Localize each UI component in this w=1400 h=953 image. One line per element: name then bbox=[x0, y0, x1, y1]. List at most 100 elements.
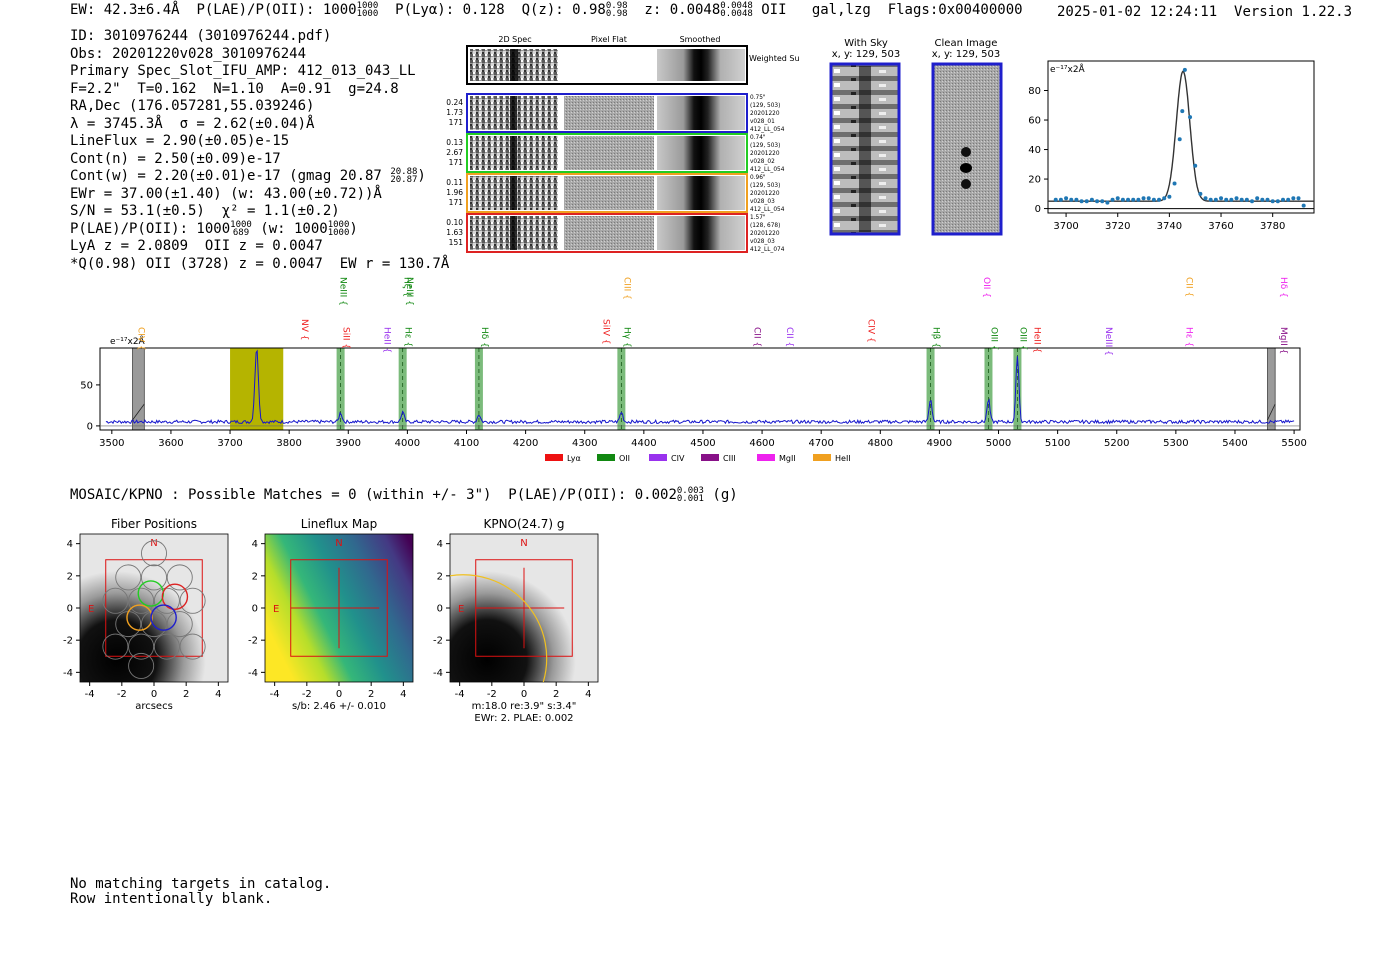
panel-ytick-label: 2 bbox=[437, 571, 443, 582]
spec2d-row-note: 0.96" bbox=[750, 175, 766, 181]
info-id: ID: 3010976244 (3010976244.pdf) bbox=[70, 28, 332, 44]
panel-xtick-label: -4 bbox=[455, 689, 465, 700]
fit-ytick-label: 40 bbox=[1028, 145, 1041, 156]
spec2d-row-stat: 171 bbox=[449, 198, 464, 207]
fit-data-point bbox=[1162, 196, 1167, 201]
spectrum-xtick-label: 4100 bbox=[454, 438, 479, 449]
spectral-line-label: CIII { bbox=[621, 277, 631, 300]
fiber-circle bbox=[166, 611, 193, 638]
legend-swatch bbox=[649, 454, 667, 461]
spec2d-row-note: (129, 503) bbox=[750, 103, 780, 109]
spec2d-row-note: 20201220 bbox=[750, 111, 780, 117]
spectral-line-label: NeIII { bbox=[404, 277, 414, 306]
spectrum-xtick-label: 3700 bbox=[217, 438, 242, 449]
fit-ytick-label: 80 bbox=[1028, 86, 1041, 97]
spectrum-xtick-label: 4600 bbox=[749, 438, 774, 449]
legend-label: CIII bbox=[723, 454, 736, 463]
fit-data-point bbox=[1239, 197, 1244, 202]
header-qz: Q(z): 0.98 bbox=[521, 2, 606, 18]
panel-xlabel: arcsecs bbox=[135, 701, 173, 712]
spectrum-xtick-label: 4700 bbox=[808, 438, 833, 449]
mosaic-hi: 0.003 bbox=[676, 486, 704, 496]
fit-data-point bbox=[1180, 109, 1185, 114]
clean-blob-2 bbox=[960, 163, 972, 173]
spec2d-row-stat: 1.63 bbox=[446, 228, 463, 237]
panel-xtick-label: 4 bbox=[585, 689, 591, 700]
spectral-line-label: Hε { bbox=[1184, 327, 1194, 347]
line-fit-plot: 3700 3720 3740 3760 3780 0 20 40 60 80 e⁻¹⁷x2Å bbox=[1028, 60, 1315, 232]
east-label: E bbox=[88, 604, 94, 615]
header-qz-lo: 0.98 bbox=[605, 9, 628, 19]
spec2d-row-emission bbox=[510, 216, 517, 250]
spec2d-row-stat: 171 bbox=[449, 158, 464, 167]
info-plae-w-lo: 1000 bbox=[327, 227, 350, 238]
fit-xtick-label: 3760 bbox=[1208, 221, 1233, 232]
panel-xtick-label: -2 bbox=[117, 689, 127, 700]
fit-data-point bbox=[1291, 196, 1296, 201]
spec2d-row-smoothed bbox=[657, 216, 745, 250]
catalog-note: No matching targets in catalog. Row inten… bbox=[70, 877, 331, 907]
catalog-line-2: Row intentionally blank. bbox=[70, 891, 273, 907]
panel-ytick-label: 4 bbox=[252, 539, 258, 550]
spec2d-row-note: (129, 503) bbox=[750, 143, 780, 149]
info-contw-end: ) bbox=[417, 168, 426, 184]
fit-data-point bbox=[1275, 199, 1280, 204]
header-timestamp: 2025-01-02 12:24:11 bbox=[1057, 4, 1218, 20]
fiber-circle bbox=[102, 633, 129, 660]
panel-xtick-label: -4 bbox=[270, 689, 280, 700]
fiber-circle bbox=[179, 587, 206, 614]
spec2d-row-stat: 151 bbox=[449, 238, 464, 247]
header-timestamp-version: 2025-01-02 12:24:11 Version 1.22.3 bbox=[1057, 4, 1352, 20]
spectrum-xtick-label: 3800 bbox=[276, 438, 301, 449]
spectrum-xtick-label: 4800 bbox=[868, 438, 893, 449]
matched-line-band bbox=[336, 348, 345, 430]
with-sky-trace bbox=[859, 66, 871, 232]
spectrum-ylabel: e⁻¹⁷x2Å bbox=[110, 335, 146, 347]
spectrum-xtick-label: 4000 bbox=[395, 438, 420, 449]
fiber-circle bbox=[141, 540, 167, 567]
primary-fiber-circle bbox=[126, 604, 153, 631]
clean-xy: x, y: 129, 503 bbox=[931, 49, 1001, 60]
spec2d-row-smoothed bbox=[657, 176, 745, 210]
spectrum-xtick-label: 5300 bbox=[1163, 438, 1188, 449]
info-contw-text: Cont(w) = 2.20(±0.01)e-17 (gmag 20.87 bbox=[70, 168, 382, 184]
spec2d-row-note: 412_LL_054 bbox=[750, 207, 785, 213]
spec2d-panel: 2D Spec Pixel Flat Smoothed Weighted Sum… bbox=[446, 35, 800, 253]
east-label: E bbox=[273, 604, 279, 615]
spec2d-row-emission bbox=[510, 96, 517, 130]
kpno-aperture-ellipse bbox=[449, 574, 548, 683]
spec2d-row-note: 20201220 bbox=[750, 191, 780, 197]
mosaic-summary: MOSAIC/KPNO : Possible Matches = 0 (with… bbox=[70, 486, 738, 504]
spec2d-row-stat: 171 bbox=[449, 118, 464, 127]
fit-data-point bbox=[1069, 197, 1074, 202]
panel-xtick-label: -4 bbox=[85, 689, 95, 700]
spectral-line-label: SiII { bbox=[341, 327, 351, 349]
info-lineflux: LineFlux = 2.90(±0.05)e-15 bbox=[70, 133, 290, 149]
spec2d-row-note: 1.57" bbox=[750, 215, 766, 221]
spectral-line-label: OIII { bbox=[1017, 327, 1027, 351]
spec2d-row-stat: 2.67 bbox=[446, 148, 463, 157]
panel-xtick-label: 4 bbox=[400, 689, 406, 700]
header-qz-hi: 0.98 bbox=[605, 1, 628, 11]
info-plae-text: P(LAE)/P(OII): 1000 bbox=[70, 220, 231, 237]
fiber-circle bbox=[141, 564, 167, 591]
fit-data-point bbox=[1131, 197, 1136, 202]
info-plae-w-end: ) bbox=[349, 220, 358, 237]
spec2d-header-1: Pixel Flat bbox=[591, 35, 627, 44]
panel-ytick-label: 2 bbox=[252, 571, 258, 582]
legend-swatch bbox=[597, 454, 615, 461]
legend-swatch bbox=[701, 454, 719, 461]
with-sky-title: With Sky bbox=[844, 38, 888, 49]
spectral-line-label: CIV { bbox=[135, 327, 145, 351]
fit-data-point bbox=[1229, 197, 1234, 202]
fit-data-point bbox=[1095, 199, 1100, 204]
header-z-hi: 0.0048 bbox=[720, 1, 753, 11]
header-version: Version 1.22.3 bbox=[1234, 4, 1353, 20]
spectrum-xtick-label: 4300 bbox=[572, 438, 597, 449]
panel-xtick-label: 0 bbox=[336, 689, 342, 700]
spec2d-row-note: v028_03 bbox=[750, 199, 775, 205]
fit-data-point bbox=[1234, 196, 1239, 201]
panel-ytick-label: 2 bbox=[67, 571, 73, 582]
weighted-sum-emission bbox=[510, 49, 518, 81]
header-plae: P(LAE)/P(OII): 1000 bbox=[196, 2, 357, 18]
